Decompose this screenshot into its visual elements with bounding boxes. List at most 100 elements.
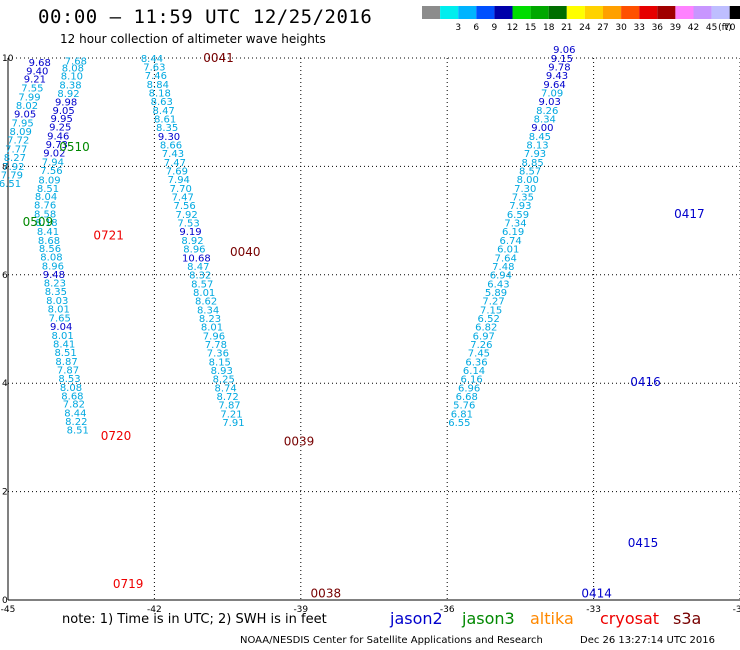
legend-swatch: [621, 6, 640, 19]
wave-height-point: 8.02: [16, 101, 38, 112]
wave-height-point: 9.05: [52, 106, 74, 117]
wave-height-point: 7.96: [203, 331, 225, 342]
wave-height-point: 7.63: [143, 62, 165, 73]
wave-height-point: 9.06: [553, 45, 575, 56]
pass-label: 0039: [284, 435, 315, 449]
wave-height-point: 7.35: [512, 193, 534, 204]
wave-height-point: 6.16: [460, 375, 482, 386]
y-tick-label: 8: [2, 162, 8, 172]
wave-height-point: 8.74: [215, 383, 237, 394]
wave-height-point: 8.08: [40, 253, 62, 264]
wave-height-point: 8.62: [195, 297, 217, 308]
wave-height-point: 10.68: [182, 253, 211, 264]
legend-swatch: [675, 6, 694, 19]
legend-tick-label: 39: [670, 23, 682, 33]
wave-height-point: 7.56: [40, 166, 62, 177]
wave-height-point: 8.27: [4, 153, 26, 164]
legend-swatch: [566, 6, 585, 19]
wave-height-point: 7.69: [166, 167, 188, 178]
wave-height-point: 8.45: [529, 132, 551, 143]
legend-tick-label: 70: [724, 23, 736, 33]
x-tick-label: -39: [293, 605, 308, 615]
wave-height-point: 8.51: [54, 348, 76, 359]
legend-swatch: [639, 6, 658, 19]
wave-height-point: 7.68: [65, 57, 87, 68]
wave-height-point: 8.63: [151, 97, 173, 108]
wave-height-point: 8.01: [193, 288, 215, 299]
wave-height-point: 8.47: [187, 262, 209, 273]
wave-height-point: 8.96: [42, 261, 64, 272]
wave-height-point: 7.72: [7, 136, 29, 147]
legend-swatch: [476, 6, 495, 19]
wave-height-point: 7.53: [177, 219, 199, 230]
wave-height-point: 8.84: [147, 80, 169, 91]
wave-height-point: 7.70: [170, 184, 192, 195]
x-tick-label: -42: [147, 605, 162, 615]
wave-height-point: 8.92: [181, 236, 203, 247]
wave-height-point: 7.45: [468, 349, 490, 360]
legend-swatch: [711, 6, 730, 19]
wave-height-point: 5.76: [453, 401, 475, 412]
wave-height-point: 8.35: [156, 123, 178, 134]
wave-height-point: 9.73: [46, 140, 68, 151]
wave-height-point: 5.89: [485, 288, 507, 299]
wave-height-point: 6.81: [451, 409, 473, 420]
legend-tick-label: 15: [525, 23, 536, 33]
wave-height-point: 9.68: [29, 58, 51, 69]
wave-height-point: 9.43: [546, 71, 568, 82]
wave-height-point: 7.27: [482, 297, 504, 308]
wave-height-point: 9.78: [548, 62, 570, 73]
wave-height-point: 8.23: [199, 314, 221, 325]
wave-height-point: 8.04: [35, 192, 57, 203]
wave-height-point: 9.03: [539, 97, 561, 108]
wave-height-point: 7.47: [164, 158, 186, 169]
pass-label: 0041: [203, 51, 234, 65]
wave-height-point: 8.18: [35, 218, 57, 229]
wave-height-point: 9.00: [531, 123, 553, 134]
legend-swatch: [693, 6, 712, 19]
wave-height-point: 6.82: [475, 323, 497, 334]
wave-height-point: 6.94: [490, 271, 512, 282]
wave-height-point: 8.23: [44, 279, 66, 290]
wave-height-point: 8.56: [39, 244, 61, 255]
y-tick-label: 6: [2, 271, 8, 281]
wave-height-point: 8.22: [65, 417, 87, 428]
legend-tick-label: 36: [652, 23, 664, 33]
wave-height-point: 8.68: [61, 391, 83, 402]
legend-swatch: [422, 6, 441, 19]
color-legend: 3 6 9 12 15 18 21 24 27 30 33 36 39 42 45 70(ft): [422, 6, 740, 33]
wave-height-point: 8.34: [197, 305, 219, 316]
satellite-name-jason3: jason3: [462, 609, 515, 628]
wave-height-point: 7.91: [222, 418, 244, 429]
wave-height-point: 7.99: [18, 92, 40, 103]
satellite-name-jason2: jason2: [390, 609, 443, 628]
wave-height-point: 7.93: [524, 149, 546, 160]
wave-height-point: 7.82: [63, 400, 85, 411]
y-tick-label: 2: [2, 488, 8, 498]
y-tick-label: 4: [2, 379, 8, 389]
wave-height-point: 8.08: [60, 383, 82, 394]
wave-height-point: 7.94: [168, 175, 190, 186]
wave-height-point: 7.95: [12, 118, 34, 129]
wave-height-point: 7.48: [492, 262, 514, 273]
pass-label: 0719: [113, 577, 144, 591]
wave-height-point: 7.94: [42, 157, 64, 168]
wave-height-point: 8.66: [160, 141, 182, 152]
pass-label: 0038: [311, 586, 342, 600]
wave-height-point: 7.21: [220, 409, 242, 420]
wave-height-point: 8.09: [38, 176, 60, 187]
wave-height-point: 8.41: [53, 339, 75, 350]
wave-height-point: 8.00: [517, 175, 539, 186]
wave-height-point: 6.43: [487, 279, 509, 290]
legend-tick-label: 21: [561, 23, 572, 33]
satellite-name-cryosat: cryosat: [600, 609, 660, 628]
wave-height-point: 7.15: [480, 305, 502, 316]
legend-tick-label: 6: [473, 23, 479, 33]
wave-height-point: 7.34: [504, 219, 526, 230]
legend-swatch: [530, 6, 549, 19]
wave-height-point: 7.47: [172, 193, 194, 204]
wave-height-point: 9.46: [47, 131, 69, 142]
wave-height-point: 8.68: [38, 236, 60, 247]
wave-height-point: 6.97: [473, 331, 495, 342]
